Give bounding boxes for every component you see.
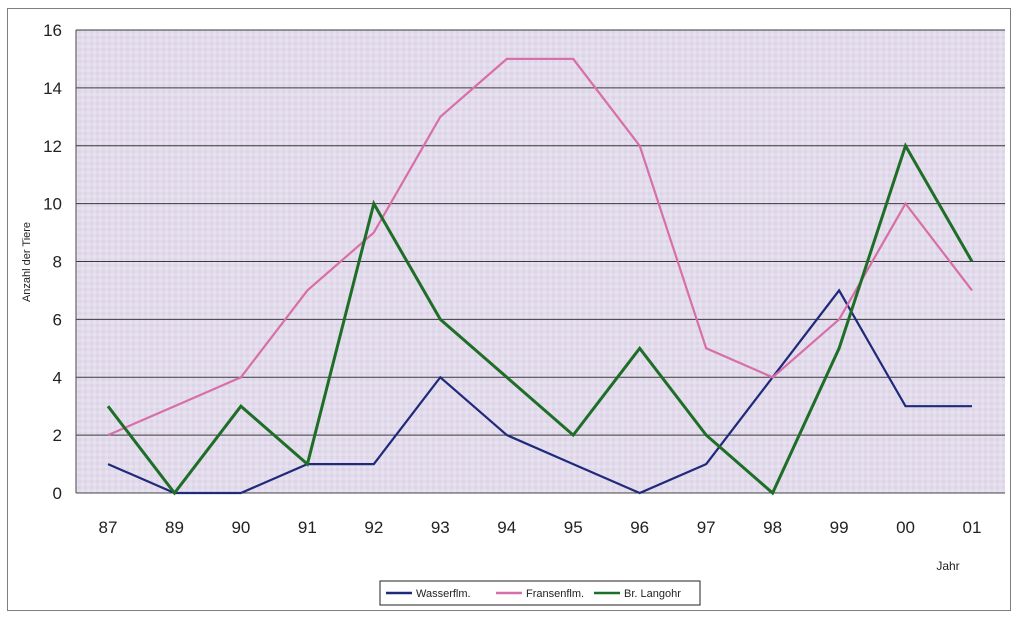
y-tick-label: 2	[53, 426, 62, 445]
x-tick-label: 98	[763, 518, 782, 537]
y-tick-label: 0	[53, 484, 62, 503]
y-tick-label: 16	[43, 21, 62, 40]
series-line-1	[107, 288, 972, 495]
x-tick-label: 87	[99, 518, 118, 537]
x-tick-label: 01	[963, 518, 982, 537]
x-tick-label: 99	[830, 518, 849, 537]
x-tick-label: 92	[364, 518, 383, 537]
x-tick-label: 91	[298, 518, 317, 537]
y-axis-label: Anzahl der Tiere	[21, 222, 33, 302]
legend-label-1: Wasserflm.	[416, 588, 471, 600]
series-line-3	[106, 142, 974, 496]
legend-label-3: Br. Langohr	[624, 588, 681, 600]
y-tick-label: 6	[53, 310, 62, 329]
x-tick-label: 94	[497, 518, 516, 537]
x-tick-label: 96	[630, 518, 649, 537]
x-tick-label: 95	[564, 518, 583, 537]
x-axis-label: Jahr	[936, 559, 959, 573]
legend-label-2: Fransenflm.	[526, 588, 584, 600]
legend-box	[379, 580, 701, 606]
y-tick-label: 14	[43, 79, 62, 98]
series-line-2	[107, 57, 973, 437]
x-tick-label: 89	[165, 518, 184, 537]
x-tick-label: 97	[697, 518, 716, 537]
x-tick-label: 93	[431, 518, 450, 537]
y-tick-label: 8	[53, 253, 62, 272]
y-tick-label: 4	[53, 368, 62, 387]
y-tick-label: 12	[43, 137, 62, 156]
y-tick-label: 10	[43, 195, 62, 214]
x-tick-label: 90	[231, 518, 250, 537]
x-tick-label: 00	[896, 518, 915, 537]
